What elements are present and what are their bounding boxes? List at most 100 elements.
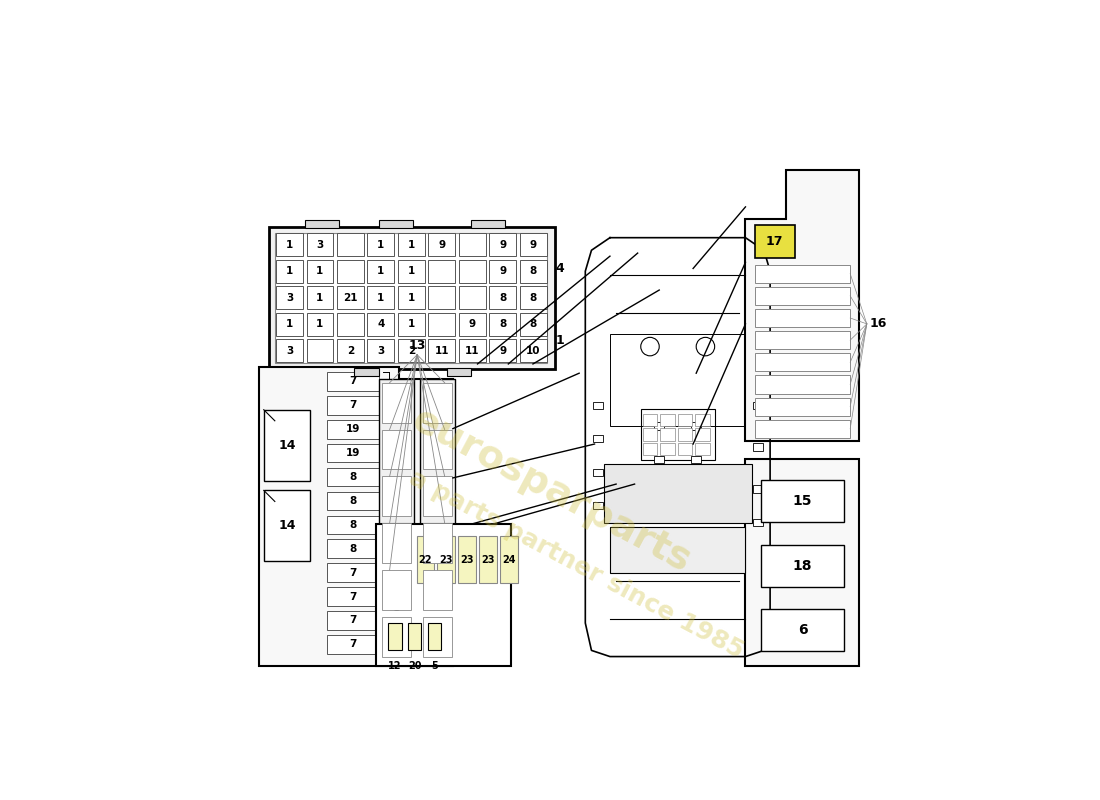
Text: 11: 11 [434, 346, 449, 356]
Bar [519, 339, 547, 362]
Text: 23: 23 [460, 554, 474, 565]
Bar [367, 260, 394, 282]
Text: 21: 21 [343, 293, 358, 302]
Bar [424, 570, 452, 610]
Bar [695, 443, 711, 455]
Bar [755, 309, 850, 327]
Bar [398, 313, 425, 336]
Bar [459, 537, 475, 582]
Bar [755, 420, 850, 438]
Bar [640, 410, 715, 460]
Text: 8: 8 [499, 293, 506, 302]
Text: 16: 16 [870, 318, 888, 330]
Text: 9: 9 [529, 240, 537, 250]
Bar [593, 469, 603, 476]
Bar [276, 234, 303, 256]
Text: 9: 9 [499, 346, 506, 356]
Text: 19: 19 [345, 424, 360, 434]
Bar [424, 617, 452, 657]
Bar [593, 402, 603, 409]
Bar [752, 443, 762, 451]
Text: 5: 5 [431, 661, 438, 671]
Text: 1: 1 [377, 293, 385, 302]
Bar [327, 539, 378, 558]
Bar [642, 443, 658, 455]
Bar [337, 260, 364, 282]
Bar [490, 339, 516, 362]
Bar [519, 260, 547, 282]
Bar [327, 515, 378, 534]
Bar [609, 526, 746, 573]
Bar [642, 428, 658, 441]
Bar [490, 234, 516, 256]
Text: 24: 24 [503, 554, 516, 565]
Text: 7: 7 [349, 568, 356, 578]
Bar [367, 313, 394, 336]
Bar [327, 372, 378, 390]
Bar [276, 313, 303, 336]
Bar [382, 476, 411, 516]
Text: 23: 23 [481, 554, 495, 565]
Bar [327, 587, 378, 606]
Bar [447, 368, 472, 376]
Bar [327, 492, 378, 510]
Text: 4: 4 [377, 319, 385, 330]
Bar [490, 286, 516, 309]
Bar [761, 480, 844, 522]
Text: 1: 1 [408, 240, 415, 250]
Bar [428, 234, 455, 256]
Text: 1: 1 [286, 319, 293, 330]
Bar [376, 524, 512, 666]
Bar [378, 221, 412, 229]
Bar [270, 226, 554, 369]
Bar [755, 354, 850, 371]
Bar [327, 563, 378, 582]
Bar [678, 414, 693, 426]
Text: 14: 14 [278, 519, 296, 532]
Polygon shape [746, 170, 859, 441]
Text: 1: 1 [317, 266, 323, 276]
Bar [490, 313, 516, 336]
Text: 10: 10 [526, 346, 540, 356]
Bar [307, 234, 333, 256]
Bar [327, 396, 378, 414]
Text: 8: 8 [529, 293, 537, 302]
Bar [408, 622, 421, 650]
Bar [428, 260, 455, 282]
Text: 22: 22 [418, 554, 432, 565]
Text: 2: 2 [408, 346, 415, 356]
Bar [276, 286, 303, 309]
Bar [307, 260, 333, 282]
Text: 8: 8 [499, 319, 506, 330]
Bar [459, 286, 485, 309]
Text: 7: 7 [392, 544, 399, 554]
Text: 7: 7 [349, 591, 356, 602]
Text: 15: 15 [793, 494, 812, 508]
Bar [500, 537, 518, 582]
Bar [660, 428, 675, 441]
Bar [264, 490, 310, 562]
Bar [755, 265, 850, 282]
Bar [519, 286, 547, 309]
Text: 7: 7 [349, 377, 356, 386]
Bar [438, 537, 454, 582]
Text: 19: 19 [345, 448, 360, 458]
Text: 9: 9 [438, 240, 446, 250]
Bar [471, 221, 505, 229]
Bar [424, 523, 452, 563]
Text: 3: 3 [286, 293, 293, 302]
Circle shape [640, 338, 659, 356]
Bar [367, 234, 394, 256]
Text: 1: 1 [408, 319, 415, 330]
Bar [752, 402, 762, 409]
Bar [382, 382, 411, 422]
Bar [388, 622, 401, 650]
Text: a parts partner since 1985: a parts partner since 1985 [405, 466, 747, 663]
Bar [398, 234, 425, 256]
Bar [398, 339, 425, 362]
Text: 8: 8 [392, 388, 399, 398]
Bar [755, 226, 794, 258]
Bar [609, 334, 746, 426]
Text: 7: 7 [349, 639, 356, 650]
Text: eurosparparts: eurosparparts [405, 401, 697, 580]
